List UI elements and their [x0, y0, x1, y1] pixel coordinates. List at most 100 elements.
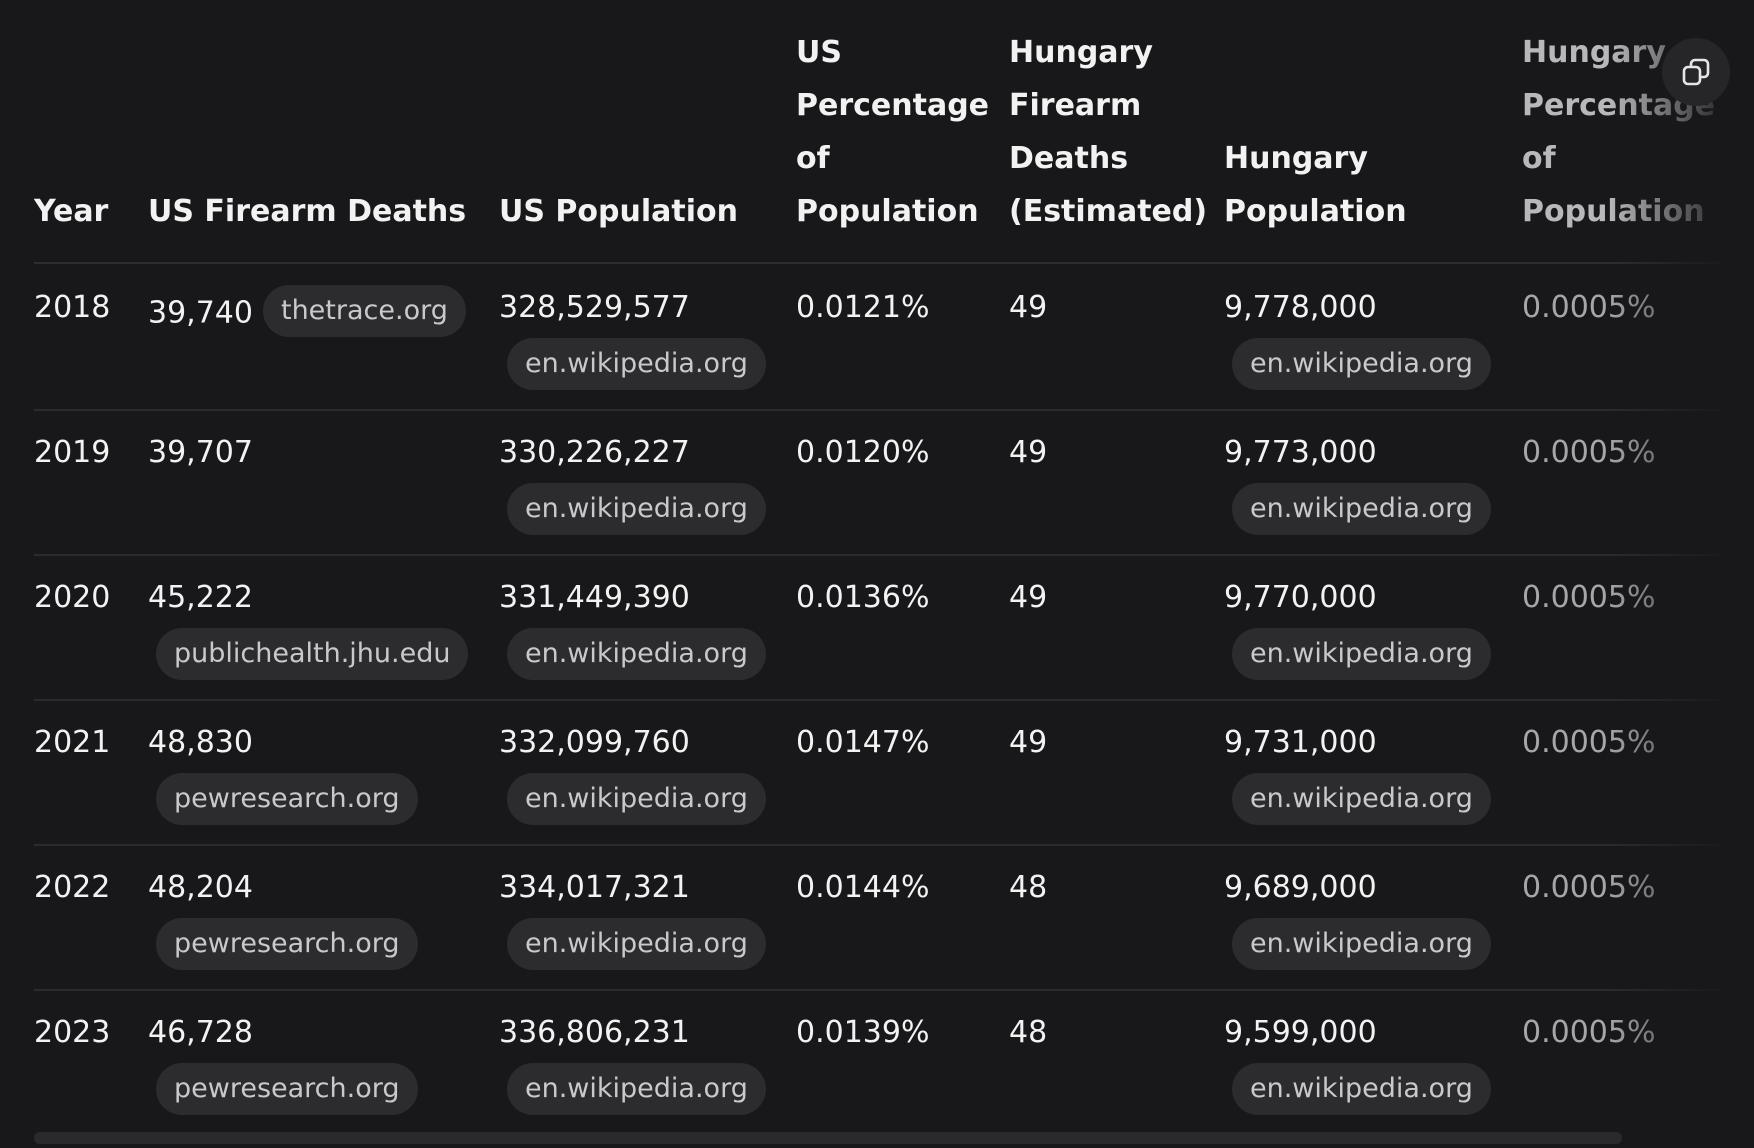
source-link-pill[interactable]: en.wikipedia.org [507, 1063, 766, 1115]
header-us-population: US Population [499, 194, 738, 229]
cell-hungary-population: 9,770,000 en.wikipedia.org [1224, 578, 1491, 680]
cell-us-population: 336,806,231 en.wikipedia.org [499, 1013, 766, 1115]
source-link-pill[interactable]: publichealth.jhu.edu [156, 628, 469, 680]
cell-us-percentage: 0.0147% [796, 723, 929, 763]
cell-hungary-firearm-deaths-value: 49 [1009, 435, 1048, 470]
cell-us-percentage-value: 0.0139% [796, 1015, 930, 1050]
cell-year-value: 2018 [34, 290, 111, 325]
horizontal-scrollbar[interactable] [34, 1132, 1622, 1144]
cell-hungary-population-value: 9,599,000 [1224, 1015, 1377, 1050]
cell-us-firearm-deaths-value: 39,707 [148, 435, 253, 470]
cell-us-population-value: 328,529,577 [499, 290, 690, 325]
cell-year: 2022 [34, 868, 110, 908]
source-link-pill[interactable]: en.wikipedia.org [1232, 1063, 1491, 1115]
cell-hungary-percentage: 0.0005% [1522, 868, 1655, 908]
header-us-percentage: US Percentage of Population [796, 35, 990, 229]
cell-us-percentage-value: 0.0121% [796, 290, 930, 325]
cell-us-firearm-deaths-value: 48,830 [148, 725, 253, 760]
cell-us-firearm-deaths: 45,222 publichealth.jhu.edu [148, 578, 469, 680]
cell-us-percentage: 0.0120% [796, 433, 929, 473]
source-link-pill[interactable]: en.wikipedia.org [507, 628, 766, 680]
cell-hungary-population: 9,731,000 en.wikipedia.org [1224, 723, 1491, 825]
source-link-pill[interactable]: thetrace.org [262, 285, 466, 337]
cell-hungary-firearm-deaths: 49 [1009, 578, 1047, 618]
cell-hungary-percentage: 0.0005% [1522, 723, 1655, 763]
source-link-pill[interactable]: pewresearch.org [156, 773, 418, 825]
cell-year: 2019 [34, 433, 110, 473]
header-year: Year [34, 194, 109, 229]
cell-us-firearm-deaths: 39,707 [148, 433, 253, 473]
cell-year-value: 2023 [34, 1015, 111, 1050]
cell-us-firearm-deaths: 48,204 pewresearch.org [148, 868, 418, 970]
cell-us-percentage: 0.0136% [796, 578, 929, 618]
cell-year: 2023 [34, 1013, 110, 1053]
cell-year-value: 2021 [34, 725, 111, 760]
cell-hungary-population-value: 9,731,000 [1224, 725, 1377, 760]
header-us-firearm-deaths: US Firearm Deaths [148, 194, 467, 229]
source-link-pill[interactable]: en.wikipedia.org [1232, 628, 1491, 680]
cell-us-firearm-deaths: 48,830 pewresearch.org [148, 723, 418, 825]
header-hungary-firearm-deaths: Hungary Firearm Deaths (Estimated) [1009, 35, 1208, 229]
cell-us-population-value: 330,226,227 [499, 435, 690, 470]
cell-hungary-percentage: 0.0005% [1522, 1013, 1655, 1053]
table-row: 2021 48,830 pewresearch.org 332,099,760 en.w… [34, 699, 1719, 846]
source-link-pill[interactable]: en.wikipedia.org [507, 918, 766, 970]
cell-hungary-firearm-deaths-value: 49 [1009, 725, 1048, 760]
source-link-pill[interactable]: en.wikipedia.org [507, 483, 766, 535]
cell-us-firearm-deaths: 39,740 thetrace.org [148, 285, 466, 340]
cell-us-firearm-deaths: 46,728 pewresearch.org [148, 1013, 418, 1115]
data-table: Year US Firearm Deaths US Population US … [34, 0, 1719, 1148]
table-row: 2019 39,707 330,226,227 en.wikipedia.org 0.0… [34, 409, 1719, 556]
source-link-pill[interactable]: en.wikipedia.org [1232, 338, 1491, 390]
cell-hungary-firearm-deaths-value: 49 [1009, 580, 1048, 615]
cell-us-population: 328,529,577 en.wikipedia.org [499, 288, 766, 390]
cell-hungary-population-value: 9,689,000 [1224, 870, 1377, 905]
cell-hungary-percentage-value: 0.0005% [1522, 435, 1656, 470]
source-link-pill[interactable]: en.wikipedia.org [507, 338, 766, 390]
table-row: 2018 39,740 thetrace.org 328,529,577 en.wiki… [34, 264, 1719, 411]
source-link-pill[interactable]: pewresearch.org [156, 918, 418, 970]
cell-us-population: 334,017,321 en.wikipedia.org [499, 868, 766, 970]
cell-hungary-firearm-deaths: 48 [1009, 868, 1047, 908]
cell-hungary-firearm-deaths-value: 48 [1009, 1015, 1048, 1050]
cell-year-value: 2019 [34, 435, 111, 470]
cell-hungary-percentage: 0.0005% [1522, 288, 1655, 328]
cell-year: 2018 [34, 288, 110, 328]
source-link-pill[interactable]: en.wikipedia.org [507, 773, 766, 825]
cell-year: 2021 [34, 723, 110, 763]
cell-hungary-percentage-value: 0.0005% [1522, 1015, 1656, 1050]
cell-hungary-population: 9,773,000 en.wikipedia.org [1224, 433, 1491, 535]
source-link-pill[interactable]: en.wikipedia.org [1232, 483, 1491, 535]
cell-us-percentage: 0.0139% [796, 1013, 929, 1053]
cell-us-firearm-deaths-value: 48,204 [148, 870, 253, 905]
cell-year: 2020 [34, 578, 110, 618]
cell-hungary-firearm-deaths: 48 [1009, 1013, 1047, 1053]
cell-us-firearm-deaths-value: 45,222 [148, 580, 253, 615]
cell-us-percentage-value: 0.0144% [796, 870, 930, 905]
cell-hungary-percentage-value: 0.0005% [1522, 580, 1656, 615]
cell-year-value: 2020 [34, 580, 111, 615]
cell-us-percentage: 0.0144% [796, 868, 929, 908]
cell-hungary-population: 9,689,000 en.wikipedia.org [1224, 868, 1491, 970]
cell-hungary-population-value: 9,770,000 [1224, 580, 1377, 615]
cell-us-population-value: 331,449,390 [499, 580, 690, 615]
cell-us-population-value: 336,806,231 [499, 1015, 690, 1050]
cell-us-firearm-deaths-value: 46,728 [148, 1015, 253, 1050]
table-header: Year US Firearm Deaths US Population US … [34, 0, 1719, 264]
cell-hungary-firearm-deaths: 49 [1009, 288, 1047, 328]
cell-hungary-percentage-value: 0.0005% [1522, 290, 1656, 325]
cell-hungary-percentage: 0.0005% [1522, 433, 1655, 473]
cell-us-population-value: 334,017,321 [499, 870, 690, 905]
copy-button[interactable] [1662, 38, 1730, 106]
cell-us-percentage-value: 0.0147% [796, 725, 930, 760]
cell-hungary-population: 9,778,000 en.wikipedia.org [1224, 288, 1491, 390]
table-row: 2022 48,204 pewresearch.org 334,017,321 en.w… [34, 844, 1719, 991]
source-link-pill[interactable]: pewresearch.org [156, 1063, 418, 1115]
cell-us-percentage-value: 0.0120% [796, 435, 930, 470]
table-row: 2020 45,222 publichealth.jhu.edu 331,449,39… [34, 554, 1719, 701]
source-link-pill[interactable]: en.wikipedia.org [1232, 918, 1491, 970]
copy-icon [1682, 58, 1710, 86]
cell-hungary-firearm-deaths: 49 [1009, 723, 1047, 763]
source-link-pill[interactable]: en.wikipedia.org [1232, 773, 1491, 825]
cell-hungary-percentage-value: 0.0005% [1522, 725, 1656, 760]
